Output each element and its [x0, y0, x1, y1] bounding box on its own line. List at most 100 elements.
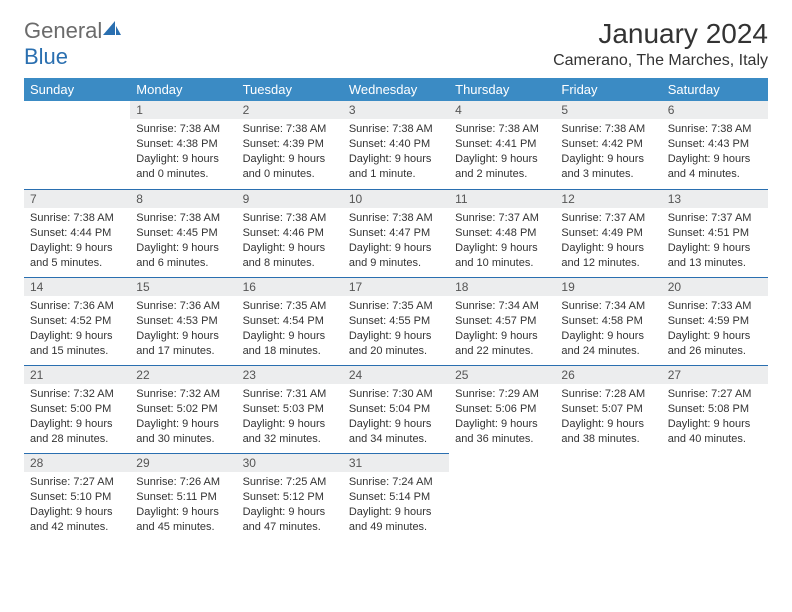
- sunrise-line: Sunrise: 7:36 AM: [30, 299, 124, 314]
- sunset-line: Sunset: 5:10 PM: [30, 490, 124, 505]
- month-title: January 2024: [553, 18, 768, 50]
- daylight-line: Daylight: 9 hours and 24 minutes.: [561, 329, 655, 359]
- day-number: 29: [130, 453, 236, 472]
- daylight-line: Daylight: 9 hours and 38 minutes.: [561, 417, 655, 447]
- logo-sail-icon: [102, 18, 122, 44]
- sunrise-line: Sunrise: 7:28 AM: [561, 387, 655, 402]
- sunrise-line: Sunrise: 7:27 AM: [30, 475, 124, 490]
- calendar-cell: 5Sunrise: 7:38 AMSunset: 4:42 PMDaylight…: [555, 101, 661, 189]
- sunset-line: Sunset: 5:11 PM: [136, 490, 230, 505]
- daylight-line: Daylight: 9 hours and 30 minutes.: [136, 417, 230, 447]
- day-details: Sunrise: 7:33 AMSunset: 4:59 PMDaylight:…: [662, 296, 768, 362]
- weekday-header: Monday: [130, 78, 236, 101]
- sunrise-line: Sunrise: 7:25 AM: [243, 475, 337, 490]
- logo-word1: General: [24, 18, 102, 43]
- daylight-line: Daylight: 9 hours and 0 minutes.: [136, 152, 230, 182]
- calendar-cell: 1Sunrise: 7:38 AMSunset: 4:38 PMDaylight…: [130, 101, 236, 189]
- sunset-line: Sunset: 5:12 PM: [243, 490, 337, 505]
- day-number: 10: [343, 189, 449, 208]
- sunset-line: Sunset: 5:06 PM: [455, 402, 549, 417]
- day-number: 17: [343, 277, 449, 296]
- sunrise-line: Sunrise: 7:32 AM: [136, 387, 230, 402]
- sunrise-line: Sunrise: 7:36 AM: [136, 299, 230, 314]
- daylight-line: Daylight: 9 hours and 47 minutes.: [243, 505, 337, 535]
- sunset-line: Sunset: 4:40 PM: [349, 137, 443, 152]
- sunset-line: Sunset: 4:38 PM: [136, 137, 230, 152]
- day-number: 2: [237, 101, 343, 119]
- sunset-line: Sunset: 5:07 PM: [561, 402, 655, 417]
- weekday-header: Friday: [555, 78, 661, 101]
- sunset-line: Sunset: 4:51 PM: [668, 226, 762, 241]
- calendar-cell: 31Sunrise: 7:24 AMSunset: 5:14 PMDayligh…: [343, 453, 449, 541]
- day-details: Sunrise: 7:32 AMSunset: 5:02 PMDaylight:…: [130, 384, 236, 450]
- sunset-line: Sunset: 4:59 PM: [668, 314, 762, 329]
- day-details: Sunrise: 7:36 AMSunset: 4:52 PMDaylight:…: [24, 296, 130, 362]
- calendar-cell: 15 Sunrise: 7:36 AMSunset: 4:53 PMDayligh…: [130, 277, 236, 365]
- logo-text: General Blue: [24, 18, 122, 70]
- sunrise-line: Sunrise: 7:38 AM: [243, 122, 337, 137]
- weekday-header: Sunday: [24, 78, 130, 101]
- calendar-cell: 20Sunrise: 7:33 AMSunset: 4:59 PMDayligh…: [662, 277, 768, 365]
- day-number: 15: [130, 277, 236, 296]
- day-details: Sunrise: 7:37 AMSunset: 4:48 PMDaylight:…: [449, 208, 555, 274]
- daylight-line: Daylight: 9 hours and 15 minutes.: [30, 329, 124, 359]
- calendar-cell: 28Sunrise: 7:27 AMSunset: 5:10 PMDayligh…: [24, 453, 130, 541]
- sunset-line: Sunset: 5:00 PM: [30, 402, 124, 417]
- sunrise-line: Sunrise: 7:37 AM: [561, 211, 655, 226]
- sunrise-line: Sunrise: 7:38 AM: [455, 122, 549, 137]
- daylight-line: Daylight: 9 hours and 26 minutes.: [668, 329, 762, 359]
- day-details: Sunrise: 7:30 AMSunset: 5:04 PMDaylight:…: [343, 384, 449, 450]
- calendar-body: 1Sunrise: 7:38 AMSunset: 4:38 PMDaylight…: [24, 101, 768, 541]
- sunrise-line: Sunrise: 7:35 AM: [349, 299, 443, 314]
- sunset-line: Sunset: 4:53 PM: [136, 314, 230, 329]
- day-details: Sunrise: 7:37 AMSunset: 4:51 PMDaylight:…: [662, 208, 768, 274]
- calendar-cell: 19Sunrise: 7:34 AMSunset: 4:58 PMDayligh…: [555, 277, 661, 365]
- day-number: 26: [555, 365, 661, 384]
- calendar-row: 28Sunrise: 7:27 AMSunset: 5:10 PMDayligh…: [24, 453, 768, 541]
- day-number: 21: [24, 365, 130, 384]
- day-details: Sunrise: 7:25 AMSunset: 5:12 PMDaylight:…: [237, 472, 343, 538]
- day-number: 7: [24, 189, 130, 208]
- sunset-line: Sunset: 4:52 PM: [30, 314, 124, 329]
- weekday-header: Wednesday: [343, 78, 449, 101]
- daylight-line: Daylight: 9 hours and 0 minutes.: [243, 152, 337, 182]
- day-number: 3: [343, 101, 449, 119]
- daylight-line: Daylight: 9 hours and 10 minutes.: [455, 241, 549, 271]
- calendar-cell: 10Sunrise: 7:38 AMSunset: 4:47 PMDayligh…: [343, 189, 449, 277]
- daylight-line: Daylight: 9 hours and 6 minutes.: [136, 241, 230, 271]
- weekday-header: Saturday: [662, 78, 768, 101]
- day-number: 24: [343, 365, 449, 384]
- daylight-line: Daylight: 9 hours and 17 minutes.: [136, 329, 230, 359]
- sunset-line: Sunset: 5:03 PM: [243, 402, 337, 417]
- sunset-line: Sunset: 5:04 PM: [349, 402, 443, 417]
- day-details: Sunrise: 7:38 AMSunset: 4:41 PMDaylight:…: [449, 119, 555, 185]
- daylight-line: Daylight: 9 hours and 18 minutes.: [243, 329, 337, 359]
- day-details: Sunrise: 7:38 AMSunset: 4:43 PMDaylight:…: [662, 119, 768, 185]
- calendar-cell: 21Sunrise: 7:32 AMSunset: 5:00 PMDayligh…: [24, 365, 130, 453]
- day-number: 25: [449, 365, 555, 384]
- daylight-line: Daylight: 9 hours and 49 minutes.: [349, 505, 443, 535]
- calendar-cell: 22Sunrise: 7:32 AMSunset: 5:02 PMDayligh…: [130, 365, 236, 453]
- day-details: Sunrise: 7:29 AMSunset: 5:06 PMDaylight:…: [449, 384, 555, 450]
- day-details: Sunrise: 7:27 AMSunset: 5:10 PMDaylight:…: [24, 472, 130, 538]
- calendar-cell: 12Sunrise: 7:37 AMSunset: 4:49 PMDayligh…: [555, 189, 661, 277]
- calendar-cell: 9Sunrise: 7:38 AMSunset: 4:46 PMDaylight…: [237, 189, 343, 277]
- sunset-line: Sunset: 4:48 PM: [455, 226, 549, 241]
- sunrise-line: Sunrise: 7:34 AM: [561, 299, 655, 314]
- sunset-line: Sunset: 4:45 PM: [136, 226, 230, 241]
- calendar-cell-empty: [449, 453, 555, 541]
- sunrise-line: Sunrise: 7:38 AM: [349, 122, 443, 137]
- sunrise-line: Sunrise: 7:33 AM: [668, 299, 762, 314]
- day-number: 9: [237, 189, 343, 208]
- daylight-line: Daylight: 9 hours and 36 minutes.: [455, 417, 549, 447]
- day-number: 12: [555, 189, 661, 208]
- sunrise-line: Sunrise: 7:35 AM: [243, 299, 337, 314]
- day-number: 14: [24, 277, 130, 296]
- logo: General Blue: [24, 18, 122, 70]
- day-number: 6: [662, 101, 768, 119]
- sunset-line: Sunset: 4:44 PM: [30, 226, 124, 241]
- sunrise-line: Sunrise: 7:37 AM: [455, 211, 549, 226]
- sunrise-line: Sunrise: 7:37 AM: [668, 211, 762, 226]
- calendar-cell: 30Sunrise: 7:25 AMSunset: 5:12 PMDayligh…: [237, 453, 343, 541]
- day-details: Sunrise: 7:34 AMSunset: 4:57 PMDaylight:…: [449, 296, 555, 362]
